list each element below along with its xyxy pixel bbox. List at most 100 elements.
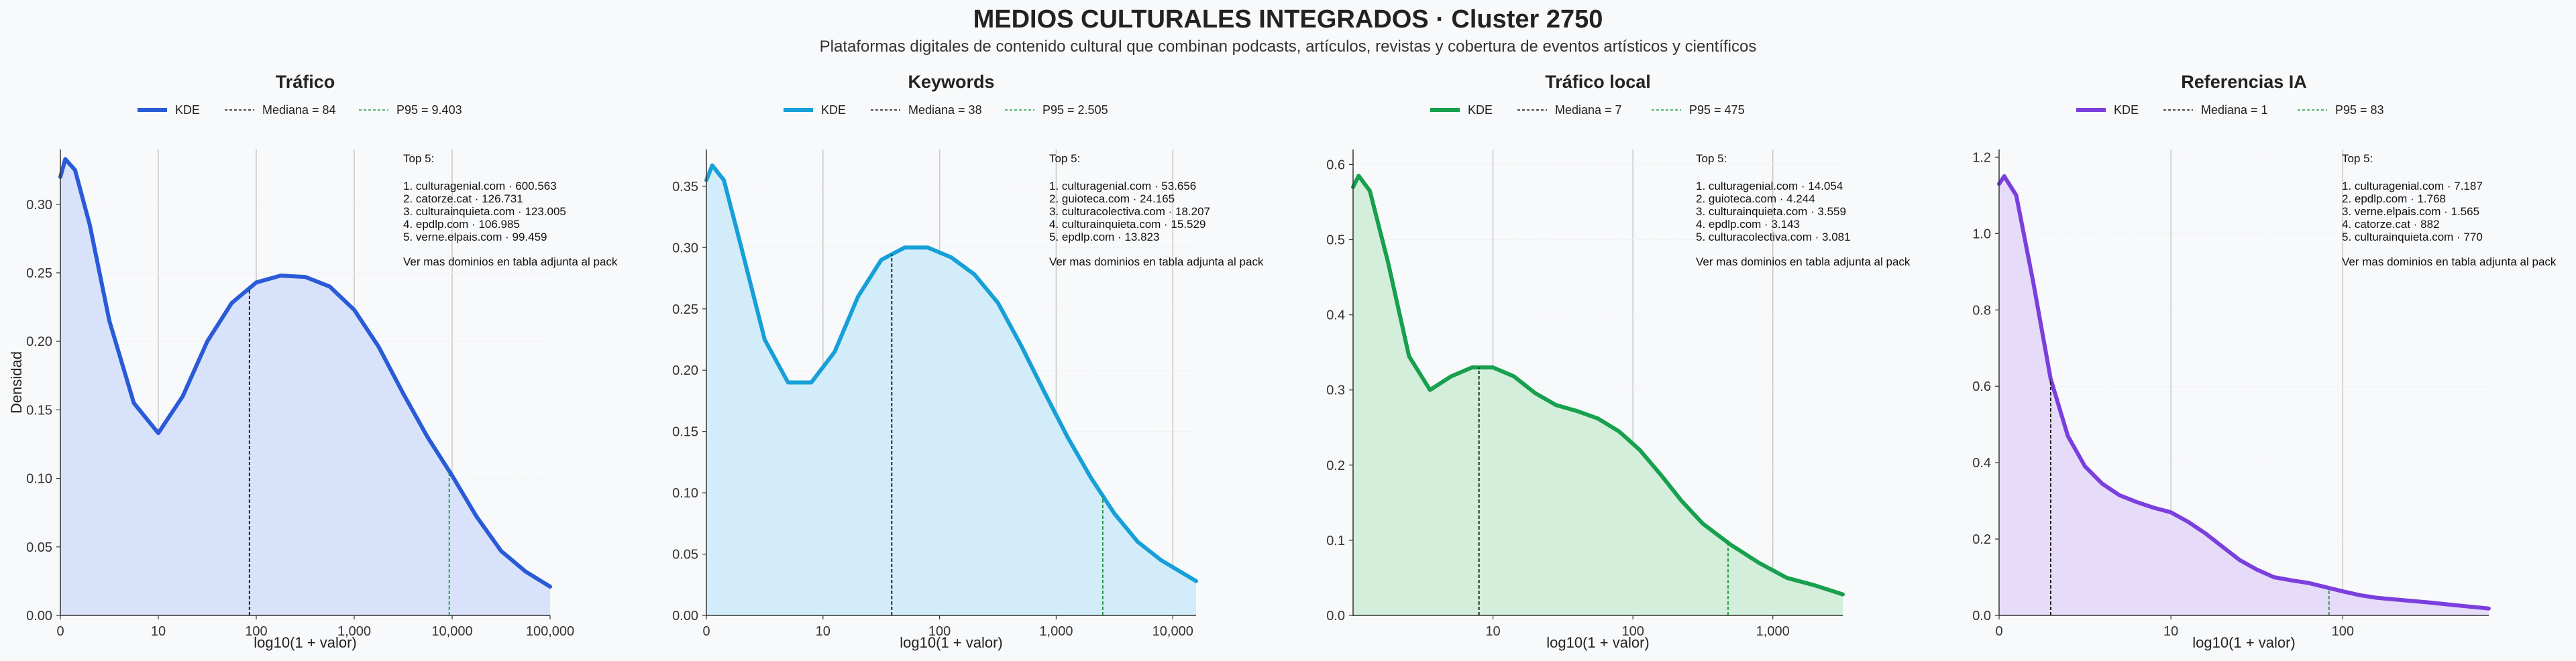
y-tick-label: 0.25 (672, 302, 698, 317)
y-tick-label: 0.0 (1972, 609, 1991, 623)
kde-area (1353, 176, 1843, 615)
y-tick-label: 0.35 (672, 180, 698, 194)
y-tick-label: 0.2 (1326, 459, 1345, 473)
top5-item: 5. culturainquieta.com · 770 (2342, 231, 2483, 243)
page-subtitle: Plataformas digitales de contenido cultu… (819, 38, 1757, 56)
x-tick-label: 100 (1621, 624, 1644, 639)
kde-line (1997, 174, 2491, 611)
y-tick-label: 0.8 (1972, 303, 1991, 318)
panel-title: Tráfico local (1545, 72, 1651, 92)
y-tick-label: 0.00 (26, 609, 52, 623)
legend-median-label: Mediana = 84 (262, 103, 336, 117)
y-axis-label: Densidad (8, 351, 25, 414)
top5-item: 3. verne.elpais.com · 1.565 (2342, 205, 2479, 218)
kde-line (1351, 174, 1845, 597)
x-axis-label: log10(1 + valor) (1546, 634, 1649, 651)
y-tick-label: 0.10 (26, 472, 52, 487)
top5-header: Top 5: (1696, 152, 1727, 165)
y-tick-label: 0.5 (1326, 233, 1345, 248)
chart-panel-2: Keywords KDE Mediana = 38 P95 = 2.505 0.00 0.… (672, 72, 1264, 651)
y-tick-label: 0.30 (26, 198, 52, 213)
top5-item: 2. epdlp.com · 1.768 (2342, 192, 2446, 205)
x-tick-label: 0 (56, 624, 64, 639)
top5-header: Top 5: (1049, 152, 1080, 165)
y-tick-label: 0.6 (1972, 379, 1991, 394)
top5-footer: Ver mas dominios en tabla adjunta al pac… (403, 255, 618, 268)
top5-header: Top 5: (403, 152, 434, 165)
top5-header: Top 5: (2342, 152, 2373, 165)
chart-panel-1: Tráfico KDE Mediana = 84 P95 = 9.403 0.00 0.0… (8, 72, 618, 651)
x-tick-label: 10,000 (1152, 624, 1193, 639)
y-tick-label: 0.05 (26, 540, 52, 555)
kde-area (1999, 176, 2489, 615)
top5-item: 4. epdlp.com · 106.985 (403, 218, 520, 231)
y-tick-label: 0.1 (1326, 534, 1345, 548)
y-tick-label: 0.20 (672, 363, 698, 378)
x-tick-label: 0 (1995, 624, 2002, 639)
x-tick-label: 10 (1485, 624, 1500, 639)
legend-kde-label: KDE (821, 103, 846, 117)
x-tick-label: 100 (928, 624, 951, 639)
y-tick-label: 0.00 (672, 609, 698, 623)
y-tick-label: 0.3 (1326, 383, 1345, 398)
top5-item: 2. guioteca.com · 4.244 (1696, 192, 1815, 205)
y-tick-label: 1.0 (1972, 227, 1991, 241)
y-tick-label: 0.15 (672, 425, 698, 440)
top5-footer: Ver mas dominios en tabla adjunta al pac… (1696, 255, 1911, 268)
top5-item: 3. culturainquieta.com · 123.005 (403, 205, 566, 218)
y-tick-label: 0.6 (1326, 158, 1345, 172)
top5-item: 5. culturacolectiva.com · 3.081 (1696, 231, 1851, 243)
top5-item: 1. culturagenial.com · 53.656 (1049, 180, 1196, 192)
top5-item: 3. culturainquieta.com · 3.559 (1696, 205, 1846, 218)
legend-kde-label: KDE (175, 103, 200, 117)
x-tick-label: 1,000 (337, 624, 371, 639)
top5-item: 5. epdlp.com · 13.823 (1049, 231, 1159, 243)
y-tick-label: 1.2 (1972, 150, 1991, 165)
y-tick-label: 0.25 (26, 266, 52, 281)
y-tick-label: 0.05 (672, 548, 698, 562)
x-tick-label: 0 (702, 624, 710, 639)
legend-p95-label: P95 = 9.403 (396, 103, 462, 117)
top5-item: 3. culturacolectiva.com · 18.207 (1049, 205, 1210, 218)
legend-median-label: Mediana = 38 (908, 103, 982, 117)
legend-kde-label: KDE (1468, 103, 1493, 117)
top5-item: 2. guioteca.com · 24.165 (1049, 192, 1175, 205)
y-tick-label: 0.20 (26, 335, 52, 349)
legend-p95-label: P95 = 2.505 (1042, 103, 1108, 117)
top5-item: 4. epdlp.com · 3.143 (1696, 218, 1800, 231)
x-tick-label: 10 (816, 624, 830, 639)
top5-item: 2. catorze.cat · 126.731 (403, 192, 523, 205)
top5-item: 4. catorze.cat · 882 (2342, 218, 2440, 231)
y-tick-label: 0.4 (1972, 456, 1991, 471)
top5-footer: Ver mas dominios en tabla adjunta al pac… (1049, 255, 1264, 268)
x-tick-label: 100,000 (526, 624, 574, 639)
chart-panel-4: Referencias IA KDE Mediana = 1 P95 = 83 0.0 0… (1972, 72, 2557, 651)
x-tick-label: 1,000 (1756, 624, 1790, 639)
x-tick-label: 1,000 (1039, 624, 1073, 639)
x-axis-label: log10(1 + valor) (2192, 634, 2295, 651)
y-tick-label: 0.2 (1972, 532, 1991, 547)
legend-median-label: Mediana = 7 (1555, 103, 1622, 117)
y-tick-label: 0.10 (672, 486, 698, 501)
panel-title: Referencias IA (2181, 72, 2307, 92)
kde-line (704, 163, 1198, 583)
x-axis-label: log10(1 + valor) (900, 634, 1002, 651)
chart-panel-3: Tráfico local KDE Mediana = 7 P95 = 475 0.0 0… (1326, 72, 1911, 651)
top5-item: 1. culturagenial.com · 600.563 (403, 180, 557, 192)
kde-area (60, 159, 550, 616)
y-tick-label: 0.0 (1326, 609, 1345, 623)
y-tick-label: 0.15 (26, 403, 52, 418)
legend-median-label: Mediana = 1 (2201, 103, 2268, 117)
x-tick-label: 100 (2332, 624, 2354, 639)
kde-area (706, 165, 1196, 616)
kde-line (58, 157, 552, 589)
top5-footer: Ver mas dominios en tabla adjunta al pac… (2342, 255, 2557, 268)
top5-item: 1. culturagenial.com · 7.187 (2342, 180, 2483, 192)
panel-title: Tráfico (276, 72, 335, 92)
top5-item: 1. culturagenial.com · 14.054 (1696, 180, 1843, 192)
x-tick-label: 10,000 (431, 624, 472, 639)
x-tick-label: 10 (151, 624, 166, 639)
legend-p95-label: P95 = 475 (1689, 103, 1745, 117)
panel-title: Keywords (908, 72, 994, 92)
